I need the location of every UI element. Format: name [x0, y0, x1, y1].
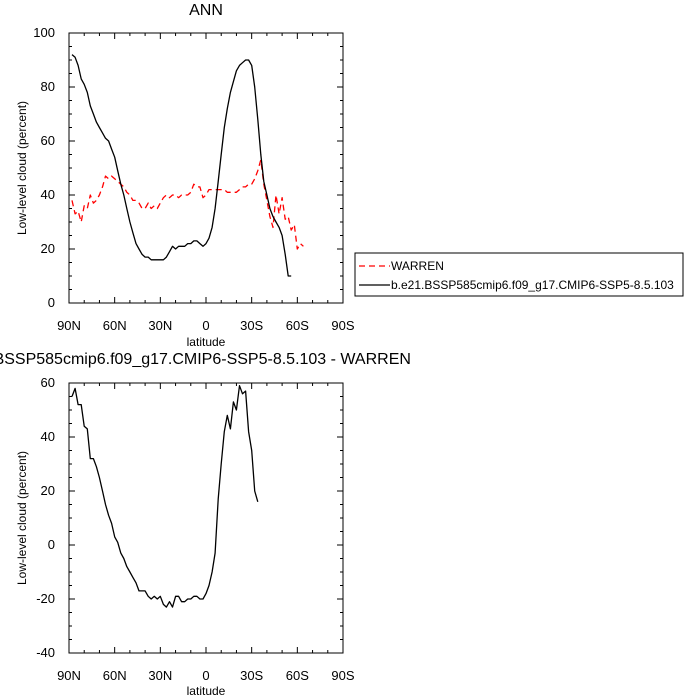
chart-top-y-tick-label: 80 [41, 79, 55, 94]
chart-bottom-x-tick-label: 60N [103, 668, 127, 683]
chart-bottom-x-tick-label: 90N [57, 668, 81, 683]
chart-bottom-x-tick-label: 90S [331, 668, 354, 683]
chart-top-x-tick-label: 60S [286, 318, 309, 333]
chart-bottom-x-tick-label: 30S [240, 668, 263, 683]
chart-top-y-tick-label: 100 [33, 25, 55, 40]
chart-top-x-tick-label: 90N [57, 318, 81, 333]
chart-top-y-label: Low-level cloud (percent) [15, 101, 29, 235]
chart-top: ANN 90N 60N 30N 0 30S 60S 90S 0 20 40 60 80 100 lat… [15, 2, 684, 349]
legend-box [354, 252, 684, 297]
chart-bottom-x-axis: 90N 60N 30N 0 30S 60S 90S [57, 383, 355, 683]
chart-top-y-tick-label: 60 [41, 133, 55, 148]
chart-bottom-x-label: latitude [187, 684, 226, 698]
legend-label-model: b.e21.BSSP585cmip6.f09_g17.CMIP6-SSP5-8.… [391, 278, 674, 292]
chart-bottom-x-tick-label: 30N [148, 668, 172, 683]
chart-top-y-tick-label: 40 [41, 187, 55, 202]
legend-label-warren: WARREN [391, 259, 444, 273]
chart-top-series-line-0 [71, 159, 304, 250]
chart-top-y-axis: 0 20 40 60 80 100 [33, 25, 343, 310]
chart-bottom-y-tick-label: 0 [48, 537, 55, 552]
chart-bottom-series-line-0 [71, 385, 259, 608]
chart-bottom-y-tick-label: 40 [41, 429, 55, 444]
chart-top-title: ANN [189, 2, 223, 19]
chart-bottom-y-tick-label: 60 [41, 375, 55, 390]
chart-bottom: b.e21.BSSP585cmip6.f09_g17.CMIP6-SSP5-8.… [0, 351, 411, 698]
chart-top-series-line-1 [71, 54, 292, 277]
chart-top-x-tick-label: 90S [331, 318, 354, 333]
chart-top-x-axis: 90N 60N 30N 0 30S 60S 90S [57, 33, 355, 333]
chart-bottom-series [71, 385, 259, 608]
chart-bottom-y-tick-label: 20 [41, 483, 55, 498]
chart-top-y-tick-label: 20 [41, 241, 55, 256]
chart-bottom-y-axis: -40 -20 0 20 40 60 [36, 375, 343, 660]
chart-bottom-x-tick-label: 0 [202, 668, 209, 683]
chart-top-x-label: latitude [187, 335, 226, 349]
chart-top-series [71, 54, 304, 277]
chart-top-x-tick-label: 0 [202, 318, 209, 333]
chart-top-legend: WARREN b.e21.BSSP585cmip6.f09_g17.CMIP6-… [354, 252, 684, 297]
chart-top-x-tick-label: 30N [148, 318, 172, 333]
chart-top-x-tick-label: 30S [240, 318, 263, 333]
chart-bottom-y-tick-label: -20 [36, 591, 55, 606]
chart-bottom-y-tick-label: -40 [36, 645, 55, 660]
chart-bottom-x-tick-label: 60S [286, 668, 309, 683]
chart-top-x-tick-label: 60N [103, 318, 127, 333]
chart-top-y-tick-label: 0 [48, 295, 55, 310]
chart-top-frame [68, 32, 344, 304]
chart-bottom-y-label: Low-level cloud (percent) [15, 451, 29, 585]
chart-bottom-title: b.e21.BSSP585cmip6.f09_g17.CMIP6-SSP5-8.… [0, 351, 411, 368]
